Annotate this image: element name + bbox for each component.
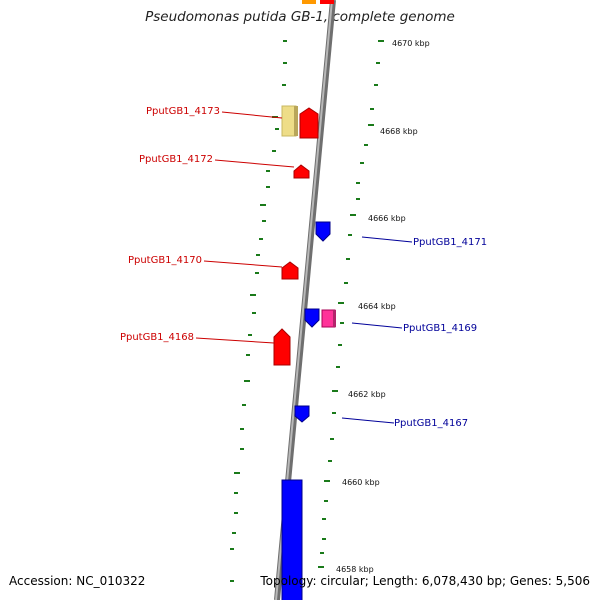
- gene-block-pputgb1-4172[interactable]: [293, 164, 310, 179]
- map-title: Pseudomonas putida GB-1, complete genome: [145, 9, 455, 25]
- gene-label-pputgb1-4168[interactable]: PputGB1_4168: [120, 332, 194, 343]
- gene-top-partial: [302, 0, 334, 4]
- gene-label-pputgb1-4169[interactable]: PputGB1_4169: [403, 323, 477, 334]
- gene-label-pputgb1-4167[interactable]: PputGB1_4167: [394, 418, 468, 429]
- leader-lines: [195, 111, 413, 424]
- gene-label-pputgb1-4172[interactable]: PputGB1_4172: [139, 154, 213, 165]
- accession-text: Accession: NC_010322: [9, 574, 146, 588]
- gene-block-pputgb1-4167[interactable]: [294, 405, 310, 423]
- tick-label-4662: 4662 kbp: [348, 390, 386, 399]
- gene-block-pputgb1-4171[interactable]: [315, 221, 331, 242]
- gc-dots-right: [318, 40, 384, 568]
- gene-label-pputgb1-4171[interactable]: PputGB1_4171: [413, 237, 487, 248]
- gene-block-bottom-long[interactable]: [281, 479, 303, 600]
- gene-block-pputgb1-4170[interactable]: [281, 261, 299, 280]
- tick-label-4664: 4664 kbp: [358, 302, 396, 311]
- tick-label-4668: 4668 kbp: [380, 127, 418, 136]
- tick-labels: 4670 kbp 4668 kbp 4666 kbp 4664 kbp 4662…: [336, 39, 430, 574]
- gene-label-pputgb1-4173[interactable]: PputGB1_4173: [146, 106, 220, 117]
- tick-label-4658: 4658 kbp: [336, 565, 374, 574]
- tick-label-4670: 4670 kbp: [392, 39, 430, 48]
- gene-block-pputgb1-4169[interactable]: [304, 308, 336, 328]
- tick-label-4660: 4660 kbp: [342, 478, 380, 487]
- tick-label-4666: 4666 kbp: [368, 214, 406, 223]
- gc-dots-left: [230, 40, 287, 582]
- gene-label-pputgb1-4170[interactable]: PputGB1_4170: [128, 255, 202, 266]
- genome-summary-text: Topology: circular; Length: 6,078,430 bp…: [260, 574, 590, 588]
- gene-labels: PputGB1_4173 PputGB1_4172 PputGB1_4170 P…: [120, 106, 487, 429]
- gene-block-pputgb1-4173[interactable]: [281, 105, 319, 139]
- gene-block-pputgb1-4168[interactable]: [273, 328, 291, 366]
